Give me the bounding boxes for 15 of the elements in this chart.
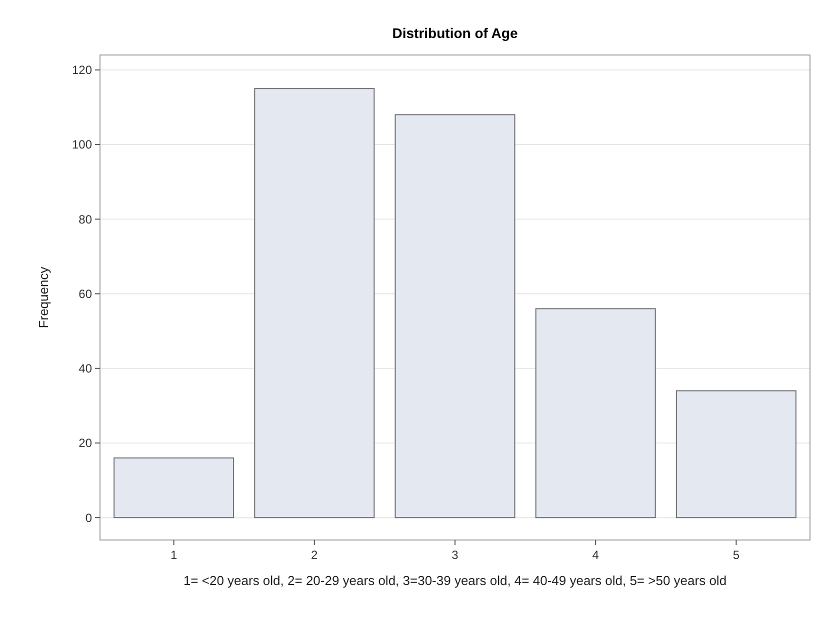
chart-title: Distribution of Age bbox=[392, 25, 518, 41]
y-tick-label: 100 bbox=[72, 138, 92, 152]
x-tick-label: 4 bbox=[592, 548, 600, 562]
x-axis-title: 1= <20 years old, 2= 20-29 years old, 3=30-39 years old, 4= 40-49 years old, 5= >50 years old bbox=[183, 573, 727, 588]
y-tick-label: 120 bbox=[72, 63, 92, 78]
x-tick-label: 5 bbox=[732, 548, 740, 562]
x-tick-label: 3 bbox=[452, 548, 459, 562]
x-tick-label: 2 bbox=[311, 548, 318, 562]
y-tick-label: 60 bbox=[78, 286, 92, 301]
y-tick-label: 20 bbox=[78, 436, 92, 450]
y-tick-label: 40 bbox=[78, 362, 92, 376]
y-axis-title: Frequency bbox=[36, 266, 51, 328]
y-tick-label: 0 bbox=[85, 510, 92, 525]
y-tick-label: 80 bbox=[78, 212, 92, 226]
x-tick-label: 1 bbox=[170, 548, 178, 562]
